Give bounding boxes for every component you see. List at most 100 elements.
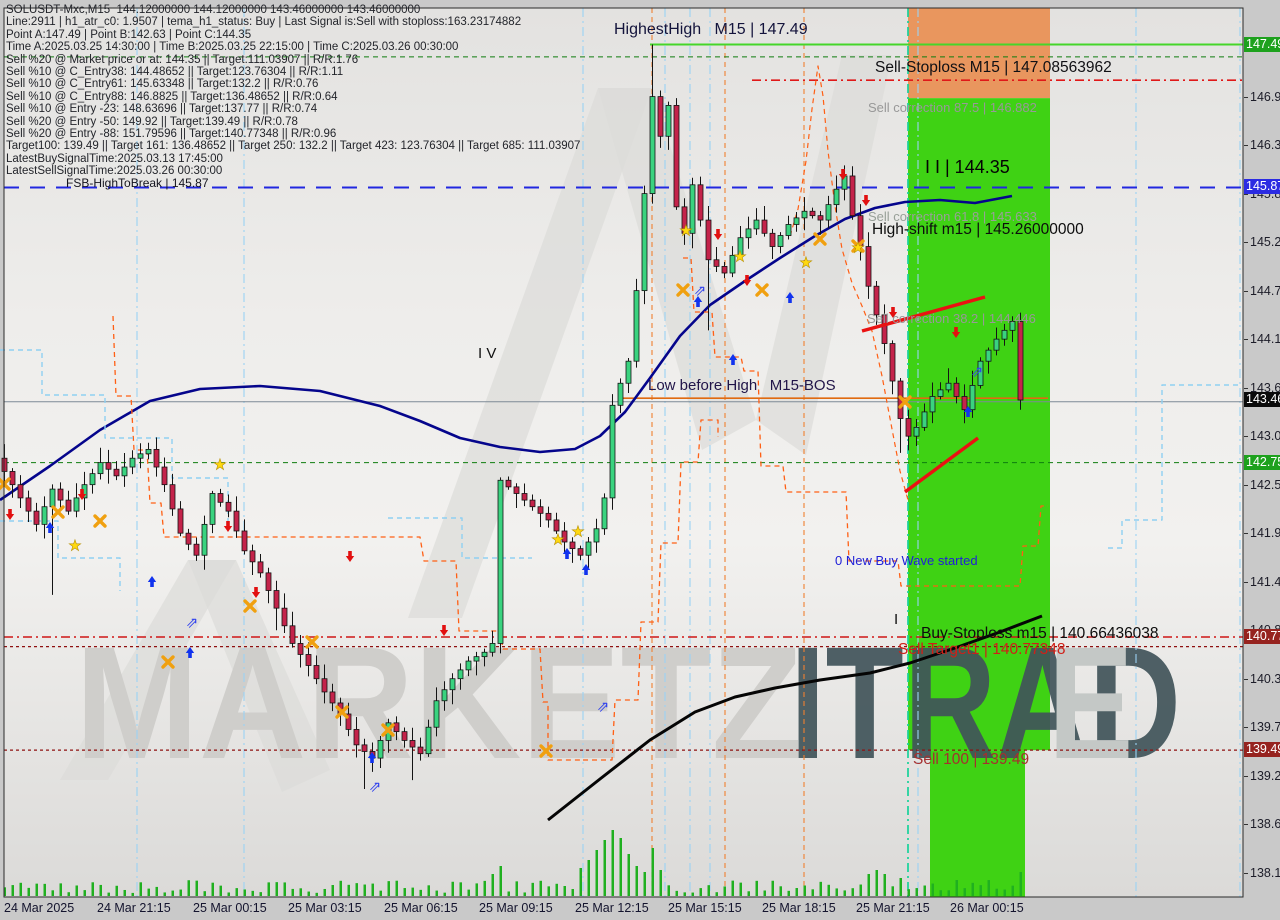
candle-body [721,265,728,274]
volume-bar [747,891,750,896]
candle-body [409,740,416,748]
candle-body [417,746,424,755]
trail-peak-trace [789,65,909,501]
candle-body [193,543,200,556]
volume-bar [459,882,462,896]
candle-body [969,385,976,411]
buy-arrow-icon [185,647,195,658]
candle-body [817,215,824,221]
volume-bar [299,888,302,896]
volume-bar [315,892,318,896]
candle-body [9,471,16,486]
volume-bar [307,891,310,896]
star-signal-icon: ★ [571,524,584,541]
candle-body [113,468,120,477]
volume-bar [891,886,894,896]
candle-body [593,528,600,543]
volume-bar [171,890,174,896]
channel-step-1 [0,349,229,521]
candle-body [561,530,568,543]
trail-left [112,315,583,761]
volume-bar [91,882,94,896]
volume-bar [355,883,358,896]
volume-bar [139,882,142,896]
volume-bar [291,888,294,896]
candle-body [865,246,872,287]
candle-body [241,530,248,552]
volume-bar [675,890,678,896]
volume-bar [515,881,518,896]
candle-body [601,497,608,530]
candle-body [345,713,352,730]
candle-body [433,700,440,728]
candle-body [617,382,624,406]
sell-arrow-icon [345,551,355,562]
candle-body [361,744,368,752]
candle-body [473,656,480,662]
volume-bar [531,882,534,896]
sell-arrow-icon [713,229,723,240]
volume-bar [779,886,782,896]
sell-arrow-icon [888,307,898,318]
candle-body [793,217,800,225]
candle-body [441,689,448,702]
volume-bar [203,891,206,896]
volume-bar [619,838,622,896]
candle-body [985,349,992,362]
candle-body [105,462,112,470]
candle-body [225,501,232,512]
tema-h1-line [0,194,1013,502]
volume-bar [811,889,814,896]
volume-bar [211,882,214,896]
volume-bar [99,884,102,896]
volume-bar [115,885,118,896]
volume-bar [131,892,134,896]
volume-bar [363,884,366,896]
breakout-arrow-icon: ⇗ [971,364,984,381]
candle-body [521,493,528,501]
volume-bar [795,888,798,896]
volume-bar [267,882,270,896]
candle-body [65,499,72,512]
candle-body [577,548,584,556]
candle-body [833,188,840,206]
volume-bar [499,866,502,896]
signal-zone [908,8,1050,99]
star-signal-icon: ★ [799,255,812,272]
volume-bar [347,884,350,896]
candle-body [929,396,936,413]
volume-bar [827,884,830,896]
volume-bar [235,888,238,896]
volume-bar [451,881,454,896]
volume-bar [227,892,230,896]
exit-x-icon [755,283,769,297]
exit-x-icon [243,599,257,613]
candle-body [889,343,896,382]
candle-body [585,541,592,556]
candle-body [505,479,512,488]
exit-x-icon [381,723,395,737]
volume-bar [731,880,734,896]
logo-watermark-shape [188,560,330,792]
volume-bar [771,880,774,896]
candle-body [753,219,760,230]
exit-x-icon [851,239,865,253]
candle-body [49,488,56,508]
candle-body [297,643,304,655]
volume-bar [611,830,614,896]
volume-bar [323,888,326,896]
buy-arrow-icon [562,548,572,559]
sell-arrow-icon [838,169,848,180]
volume-bar [643,872,646,896]
candle-body [265,572,272,591]
volume-bar [3,887,6,896]
buy-arrow-icon [785,292,795,303]
volume-bar [83,890,86,896]
candle-body [73,497,80,512]
candle-body [641,193,648,292]
volume-bar [443,892,446,896]
volume-bar [755,880,758,896]
volume-bar [427,885,430,896]
signal-markers-layer: ★ ★ ★ ★ ★ ★ ★ ★ ⇗ ⇗ ⇗ ⇗ ⇗ [0,169,983,796]
